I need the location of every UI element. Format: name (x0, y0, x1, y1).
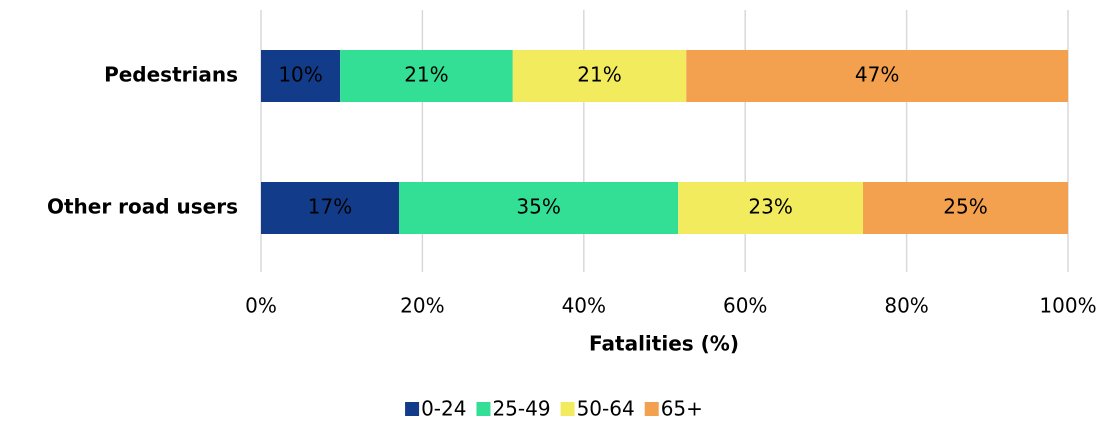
value-label: 25% (943, 195, 987, 219)
bar-segment (678, 182, 864, 234)
legend-label: 65+ (661, 397, 703, 421)
category-label: Other road users (47, 195, 238, 219)
bar-segment (261, 50, 341, 102)
legend-swatch (405, 402, 420, 416)
legend-swatch (644, 402, 659, 416)
value-label: 35% (516, 195, 560, 219)
legend-swatch (476, 402, 491, 416)
x-tick-label: 40% (562, 294, 606, 318)
value-label: 10% (278, 63, 322, 87)
value-label: 17% (308, 195, 352, 219)
value-label: 21% (577, 63, 621, 87)
bar-segment (261, 182, 399, 234)
category-label: Pedestrians (104, 63, 238, 87)
bar-segment (398, 182, 679, 234)
value-label: 21% (404, 63, 448, 87)
value-label: 23% (748, 195, 792, 219)
value-label: 47% (855, 63, 899, 87)
bar-segment (340, 50, 513, 102)
x-tick-label: 20% (400, 294, 444, 318)
bar-segment (863, 182, 1068, 234)
x-tick-label: 100% (1039, 294, 1096, 318)
bar-segment (512, 50, 687, 102)
legend-label: 25-49 (492, 397, 550, 421)
x-tick-label: 0% (245, 294, 277, 318)
x-tick-label: 60% (723, 294, 767, 318)
legend-swatch (560, 402, 575, 416)
legend-label: 50-64 (577, 397, 635, 421)
bar-segment (686, 50, 1068, 102)
legend-label: 0-24 (421, 397, 466, 421)
x-axis-title: Fatalities (%) (589, 332, 739, 356)
x-tick-label: 80% (884, 294, 928, 318)
